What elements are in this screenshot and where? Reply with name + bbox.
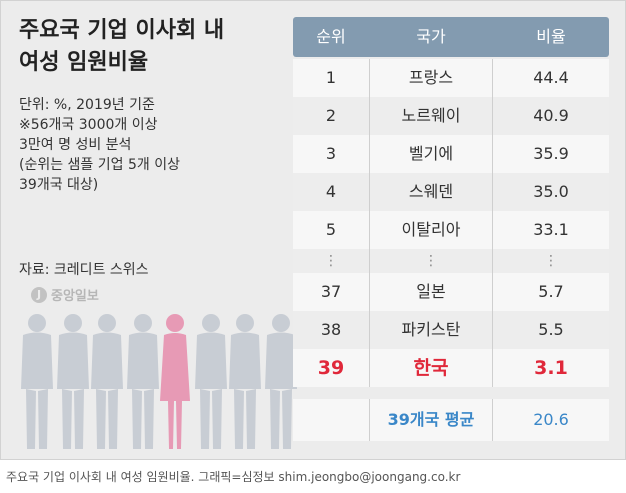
table-row: 38 파키스탄 5.5 [293, 311, 609, 349]
image-caption: 주요국 기업 이사회 내 여성 임원비율. 그래픽=심정보 shim.jeong… [6, 470, 461, 484]
header-rank: 순위 [316, 27, 346, 46]
header-ratio: 비율 [536, 27, 566, 46]
country-cell: 일본 [369, 273, 493, 311]
ratio-cell: 40.9 [533, 106, 569, 125]
header-country: 국가 [416, 27, 446, 46]
source-note: 자료: 크레디트 스위스 [19, 262, 149, 278]
male-figure [21, 314, 53, 449]
logo-text: 중앙일보 [51, 289, 99, 304]
infographic-panel: 주요국 기업 이사회 내 여성 임원비율 단위: %, 2019년 기준 ※56… [0, 0, 626, 460]
male-figure [265, 314, 297, 449]
ratio-cell: 5.5 [538, 320, 564, 339]
male-figure [229, 314, 261, 449]
logo-icon: J [31, 286, 47, 303]
rank-cell: 38 [320, 320, 342, 339]
table-row: 37 일본 5.7 [293, 273, 609, 311]
ratio-cell: 3.1 [534, 357, 568, 379]
chart-title: 주요국 기업 이사회 내 여성 임원비율 [19, 15, 289, 79]
rank-cell: 39 [317, 357, 345, 379]
male-figure [91, 314, 123, 449]
unit-note: 단위: %, 2019년 기준 [19, 97, 155, 113]
ratio-cell: ⋮ [544, 253, 558, 269]
method-note-3: (순위는 샘플 기업 5개 이상 [19, 157, 180, 173]
rank-cell: 37 [320, 282, 342, 301]
people-illustration [21, 314, 297, 449]
average-label: 39개국 평균 [369, 399, 493, 441]
rank-cell: 2 [325, 106, 337, 125]
rank-cell: 4 [325, 182, 337, 201]
table-row: 4 스웨덴 35.0 [293, 173, 609, 211]
table-header: 순위 국가 비율 [293, 17, 609, 57]
title-line-2: 여성 임원비율 [19, 50, 149, 75]
method-note-2: 3만여 명 성비 분석 [19, 137, 132, 153]
ratio-cell: 35.9 [533, 144, 569, 163]
title-line-1: 주요국 기업 이사회 내 [19, 18, 225, 43]
table-row: 5 이탈리아 33.1 [293, 211, 609, 249]
country-cell: 스웨덴 [369, 173, 493, 211]
chart-notes: 단위: %, 2019년 기준 ※56개국 3000개 이상 3만여 명 성비 … [19, 95, 289, 195]
average-row: 39개국 평균 20.6 [293, 399, 609, 441]
country-cell: 한국 [369, 349, 493, 387]
ratio-cell: 35.0 [533, 182, 569, 201]
male-figure [57, 314, 89, 449]
ranking-table: 순위 국가 비율 1 프랑스 44.4 2 노르웨이 40.9 3 벨기에 35.9 4 스웨덴 35… [293, 17, 609, 441]
table-body: 1 프랑스 44.4 2 노르웨이 40.9 3 벨기에 35.9 4 스웨덴 35.0 5 이탈리아 33… [293, 59, 609, 387]
table-row: 1 프랑스 44.4 [293, 59, 609, 97]
female-figure [160, 314, 190, 449]
country-cell: 파키스탄 [369, 311, 493, 349]
rank-cell: 3 [325, 144, 337, 163]
ratio-cell: 5.7 [538, 282, 564, 301]
ratio-cell: 44.4 [533, 68, 569, 87]
average-value: 20.6 [533, 410, 569, 429]
country-cell: 노르웨이 [369, 97, 493, 135]
country-cell: 벨기에 [369, 135, 493, 173]
male-figure [127, 314, 159, 449]
average-spacer [293, 399, 369, 441]
table-row: ⋮ ⋮ ⋮ [293, 249, 609, 273]
ratio-cell: 33.1 [533, 220, 569, 239]
rank-cell: 1 [325, 68, 337, 87]
rank-cell: 5 [325, 220, 337, 239]
method-note-1: ※56개국 3000개 이상 [19, 117, 158, 133]
method-note-4: 39개국 대상) [19, 177, 99, 193]
country-cell: 이탈리아 [369, 211, 493, 249]
rank-cell: ⋮ [324, 253, 338, 269]
country-cell: 프랑스 [369, 59, 493, 97]
male-figure [195, 314, 227, 449]
table-row: 2 노르웨이 40.9 [293, 97, 609, 135]
publisher-logo: J 중앙일보 [31, 285, 99, 304]
table-row: 39 한국 3.1 [293, 349, 609, 387]
table-row: 3 벨기에 35.9 [293, 135, 609, 173]
country-cell: ⋮ [369, 249, 493, 273]
